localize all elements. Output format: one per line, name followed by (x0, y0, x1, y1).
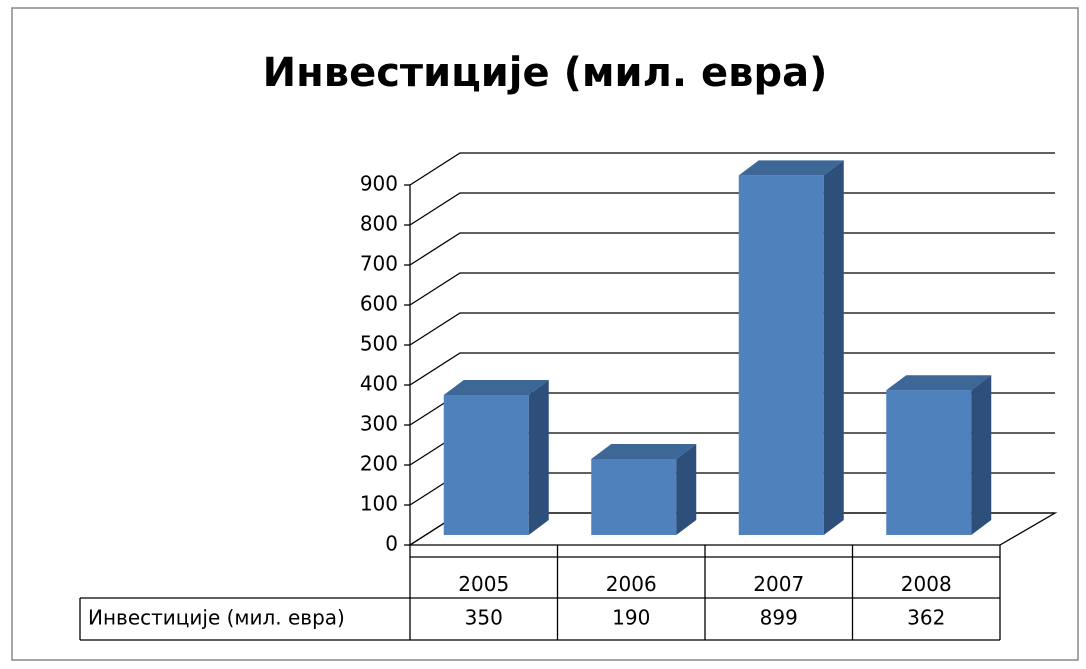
grid-line (409, 272, 1055, 306)
data-label: 899 (760, 606, 798, 630)
bar-front (591, 459, 677, 535)
chart-border (11, 7, 1079, 661)
y-tick-label: 600 (360, 292, 398, 316)
bar-side (823, 160, 844, 535)
bar (738, 160, 844, 535)
legend-label: Инвестиције (мил. евра) (88, 606, 345, 630)
y-tick-label: 300 (360, 412, 398, 436)
data-label: 190 (612, 606, 650, 630)
x-tick-label: 2005 (458, 572, 509, 596)
data-label: 362 (907, 606, 945, 630)
bar-front (443, 395, 529, 535)
bar-front (738, 175, 824, 535)
x-tick-label: 2008 (901, 572, 952, 596)
bar-top (886, 375, 992, 391)
y-tick-label: 900 (360, 172, 398, 196)
bar (886, 375, 992, 535)
bar-top (738, 160, 844, 176)
y-tick-label: 200 (360, 452, 398, 476)
chart-title: Инвестиције (мил. евра) (263, 50, 828, 96)
bar-side (971, 375, 992, 535)
bar-front (886, 390, 972, 535)
y-tick-label: 500 (360, 332, 398, 356)
data-label: 350 (465, 606, 503, 630)
y-tick-label: 800 (360, 212, 398, 236)
y-tick-label: 700 (360, 252, 398, 276)
y-tick-label: 0 (385, 532, 398, 556)
grid-line (409, 152, 1055, 186)
grid-line (409, 352, 1055, 386)
bar-top (443, 380, 549, 395)
bar (443, 380, 549, 535)
bar (591, 444, 697, 535)
y-tick-label: 400 (360, 372, 398, 396)
grid-line (409, 312, 1055, 346)
x-tick-label: 2007 (753, 572, 804, 596)
grid-line (409, 192, 1055, 226)
bar-top (591, 444, 697, 459)
bar-side (528, 380, 549, 535)
grid-line (409, 232, 1055, 266)
x-tick-label: 2006 (606, 572, 657, 596)
bar-side (676, 444, 697, 535)
y-tick-label: 100 (360, 492, 398, 516)
